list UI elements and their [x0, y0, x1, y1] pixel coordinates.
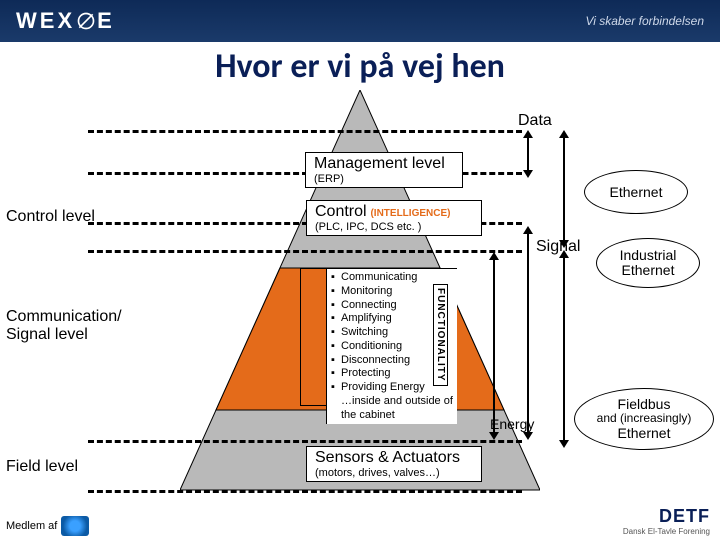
func-item: Monitoring [341, 285, 392, 299]
oval-industrial: Industrial Ethernet [596, 238, 700, 288]
page-title: Hvor er vi på vej hen [0, 46, 720, 87]
functionality-label: FUNCTIONALITY [433, 284, 448, 386]
sensors-sub: (motors, drives, valves…) [315, 467, 473, 479]
member-badge-icon [61, 516, 89, 536]
management-box: Management level (ERP) [305, 152, 463, 188]
control-box: Control (INTELLIGENCE) (PLC, IPC, DCS et… [306, 200, 482, 236]
management-title: Management level [314, 155, 454, 173]
func-item: Communicating [341, 271, 417, 285]
func-item: Connecting [341, 299, 397, 313]
footer: Medlem af [6, 516, 89, 536]
label-field-level: Field level [6, 458, 78, 476]
footer-text: Medlem af [6, 520, 57, 532]
arrow-signal [524, 226, 532, 440]
func-item: Amplifying [341, 312, 392, 326]
logo: WEX E [16, 8, 115, 34]
control-emph: (INTELLIGENCE) [370, 208, 450, 219]
label-comm-level: Communication/ Signal level [6, 308, 122, 344]
label-data: Data [518, 112, 552, 130]
func-item: Protecting [341, 367, 391, 381]
slash-o-icon [76, 11, 96, 31]
tagline: Vi skaber forbindelsen [585, 14, 704, 28]
detf-block: DETF Dansk El-Tavle Forening [623, 506, 710, 536]
control-title: Control [315, 203, 367, 220]
logo-text-right: E [97, 8, 115, 34]
pyramid-diagram: Management level (ERP) Control (INTELLIG… [0, 90, 720, 510]
header-bar: WEX E Vi skaber forbindelsen [0, 0, 720, 42]
func-trail: the cabinet [331, 409, 453, 423]
oval-ethernet: Ethernet [584, 170, 688, 214]
logo-text-left: WEX [16, 8, 75, 34]
arrow-fieldbus [560, 250, 568, 448]
red-bar-left [300, 268, 328, 406]
dashed-line [88, 490, 522, 493]
oval-fieldbus: Fieldbus and (increasingly) Ethernet [574, 388, 714, 450]
func-item: Disconnecting [341, 354, 410, 368]
arrow-data [524, 130, 532, 178]
arrow-energy [490, 252, 498, 440]
detf-logo: DETF [623, 506, 710, 527]
dashed-line [88, 250, 522, 253]
dashed-line [88, 440, 522, 443]
func-item: Providing Energy [341, 381, 425, 395]
dashed-line [88, 130, 522, 133]
func-item: Conditioning [341, 340, 402, 354]
control-sub: (PLC, IPC, DCS etc. ) [315, 221, 473, 233]
func-item: Switching [341, 326, 388, 340]
management-sub: (ERP) [314, 173, 454, 185]
detf-sub: Dansk El-Tavle Forening [623, 527, 710, 536]
sensors-title: Sensors & Actuators [315, 449, 473, 467]
label-energy: Energy [490, 416, 534, 432]
arrow-ethernet [560, 130, 568, 248]
func-trail: …inside and outside of [331, 395, 453, 409]
sensors-box: Sensors & Actuators (motors, drives, val… [306, 446, 482, 482]
label-control-level: Control level [6, 208, 95, 226]
